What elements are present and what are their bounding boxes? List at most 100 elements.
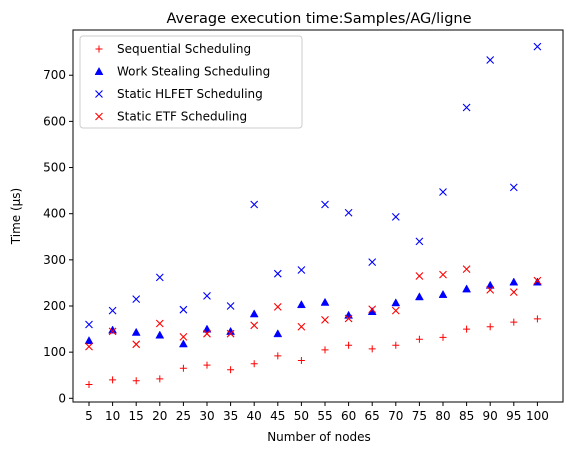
data-point xyxy=(509,288,518,297)
plot-area xyxy=(72,29,564,403)
data-point xyxy=(391,306,400,315)
x-tick-label: 40 xyxy=(247,409,262,423)
legend-frame xyxy=(79,35,303,129)
series-layer xyxy=(84,42,542,388)
y-tick-label: 300 xyxy=(43,253,66,267)
data-point xyxy=(297,356,305,364)
data-point xyxy=(226,302,235,310)
data-point xyxy=(509,183,518,192)
data-point xyxy=(179,333,188,341)
data-point xyxy=(132,377,140,385)
data-point xyxy=(273,303,282,311)
x-tick-label: 55 xyxy=(317,409,332,423)
series-2 xyxy=(85,42,542,329)
x-tick-label: 80 xyxy=(435,409,450,423)
x-tick-label: 20 xyxy=(152,409,167,423)
data-point xyxy=(368,258,377,267)
y-axis: 0 100 200 300 400 500 600 700 xyxy=(43,68,73,405)
y-tick-label: 400 xyxy=(43,207,66,221)
x-tick-label: 100 xyxy=(526,409,549,423)
x-tick-label: 45 xyxy=(270,409,285,423)
data-point xyxy=(486,56,495,64)
data-point xyxy=(178,339,188,348)
y-axis-label: Time (µs) xyxy=(9,188,23,245)
x-tick-label: 95 xyxy=(506,409,521,423)
data-point xyxy=(533,315,541,323)
data-point xyxy=(486,285,495,294)
data-point xyxy=(415,335,423,343)
data-point xyxy=(131,327,141,336)
data-point xyxy=(463,325,471,333)
y-tick-label: 500 xyxy=(43,161,66,175)
data-point xyxy=(368,345,376,353)
legend: Sequential Scheduling Work Stealing Sched… xyxy=(79,35,303,129)
data-point xyxy=(155,273,164,282)
data-point xyxy=(486,323,494,331)
data-point xyxy=(439,270,447,279)
data-point xyxy=(533,276,542,285)
legend-marker xyxy=(95,45,103,53)
data-point xyxy=(297,322,306,331)
data-point xyxy=(415,272,424,280)
data-point xyxy=(485,280,495,289)
data-point xyxy=(155,330,165,339)
data-point xyxy=(344,314,353,323)
data-point xyxy=(108,327,117,336)
data-point xyxy=(438,289,448,298)
data-point xyxy=(415,237,424,246)
data-point xyxy=(321,200,329,209)
data-point xyxy=(296,300,306,309)
plot-frame xyxy=(72,29,564,403)
data-point xyxy=(274,352,282,360)
data-point xyxy=(249,309,259,318)
data-point xyxy=(391,298,401,307)
legend-marker xyxy=(95,90,103,98)
x-tick-label: 25 xyxy=(176,409,191,423)
data-point xyxy=(109,376,117,384)
series-1 xyxy=(84,277,542,348)
data-point xyxy=(532,277,542,286)
data-point xyxy=(155,319,164,328)
data-point xyxy=(85,342,93,351)
data-point xyxy=(345,341,353,349)
x-axis-label: Number of nodes xyxy=(267,430,371,444)
y-tick-label: 200 xyxy=(43,299,66,313)
legend-label: Static ETF Scheduling xyxy=(117,110,247,124)
x-tick-label: 75 xyxy=(412,409,427,423)
series-3 xyxy=(85,265,542,351)
data-point xyxy=(533,42,542,51)
x-tick-label: 70 xyxy=(388,409,403,423)
data-point xyxy=(321,346,329,354)
data-point xyxy=(297,266,306,274)
data-point xyxy=(250,321,259,330)
legend-label: Sequential Scheduling xyxy=(117,42,251,56)
series-0 xyxy=(85,315,541,388)
data-point xyxy=(462,265,471,273)
data-point xyxy=(179,364,187,372)
data-point xyxy=(462,284,472,293)
x-tick-label: 10 xyxy=(105,409,120,423)
x-tick-label: 5 xyxy=(85,409,93,423)
x-tick-label: 65 xyxy=(365,409,380,423)
data-point xyxy=(509,277,519,286)
data-point xyxy=(179,305,188,314)
data-point xyxy=(226,329,235,338)
data-point xyxy=(320,297,330,306)
data-point xyxy=(510,318,518,326)
data-point xyxy=(203,291,211,300)
data-point xyxy=(250,200,259,209)
x-tick-label: 85 xyxy=(459,409,474,423)
x-tick-label: 90 xyxy=(483,409,498,423)
data-point xyxy=(132,295,141,303)
data-point xyxy=(321,315,329,324)
y-tick-label: 600 xyxy=(43,114,66,128)
legend-label: Work Stealing Scheduling xyxy=(117,65,270,79)
legend-marker xyxy=(95,112,103,121)
data-point xyxy=(273,329,283,338)
y-tick-label: 700 xyxy=(43,68,66,82)
chart-title: Average execution time:Samples/AG/ligne xyxy=(166,11,471,27)
data-point xyxy=(202,324,212,333)
data-point xyxy=(439,333,447,341)
data-point xyxy=(85,320,93,329)
